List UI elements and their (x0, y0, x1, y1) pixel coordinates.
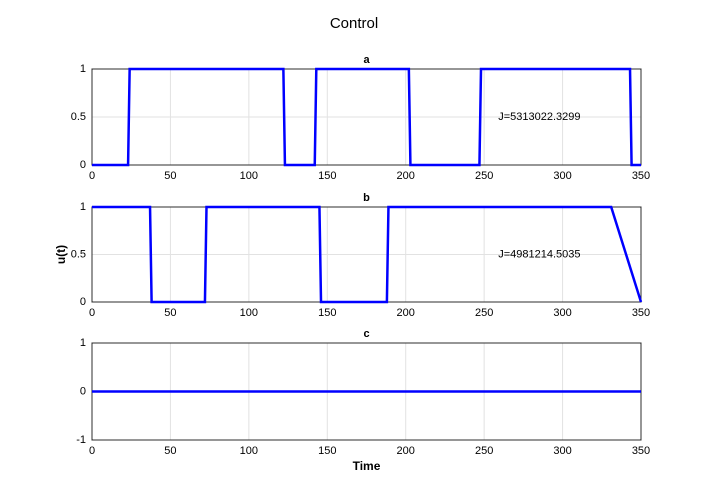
y-tick-label: 0 (80, 159, 86, 171)
x-tick-label: 200 (397, 445, 415, 457)
x-tick-label: 200 (397, 307, 415, 319)
x-tick-label: 50 (164, 445, 176, 457)
y-tick-label: 0 (80, 296, 86, 308)
subplot-title: c (363, 328, 369, 340)
x-axis-label: Time (353, 459, 381, 473)
x-tick-label: 0 (89, 170, 95, 182)
x-tick-label: 0 (89, 307, 95, 319)
x-tick-label: 150 (318, 445, 336, 457)
y-tick-label: 0 (80, 385, 86, 397)
x-tick-label: 50 (164, 307, 176, 319)
subplot-title: a (363, 54, 370, 66)
annotation: J=5313022.3299 (498, 111, 580, 123)
x-tick-label: 100 (240, 170, 258, 182)
y-tick-label: 0.5 (71, 248, 86, 260)
x-tick-label: 250 (475, 170, 493, 182)
x-tick-label: 200 (397, 170, 415, 182)
subplot-title: b (363, 192, 370, 204)
y-tick-label: 0.5 (71, 111, 86, 123)
y-tick-label: -1 (76, 434, 86, 446)
y-tick-label: 1 (80, 201, 86, 213)
data-line (92, 205, 643, 304)
x-tick-label: 350 (632, 445, 650, 457)
x-tick-label: 250 (475, 307, 493, 319)
annotation: J=4981214.5035 (498, 248, 580, 260)
x-tick-label: 300 (553, 445, 571, 457)
data-line (92, 67, 641, 167)
y-axis-label: u(t) (54, 245, 68, 264)
x-tick-label: 100 (240, 307, 258, 319)
x-tick-label: 100 (240, 445, 258, 457)
x-tick-label: 350 (632, 170, 650, 182)
x-tick-label: 150 (318, 307, 336, 319)
x-tick-label: 0 (89, 445, 95, 457)
x-tick-label: 250 (475, 445, 493, 457)
x-tick-label: 300 (553, 170, 571, 182)
x-tick-label: 300 (553, 307, 571, 319)
x-tick-label: 50 (164, 170, 176, 182)
figure-title: Control (330, 15, 378, 32)
x-tick-label: 150 (318, 170, 336, 182)
x-tick-label: 350 (632, 307, 650, 319)
y-tick-label: 1 (80, 63, 86, 75)
y-tick-label: 1 (80, 337, 86, 349)
